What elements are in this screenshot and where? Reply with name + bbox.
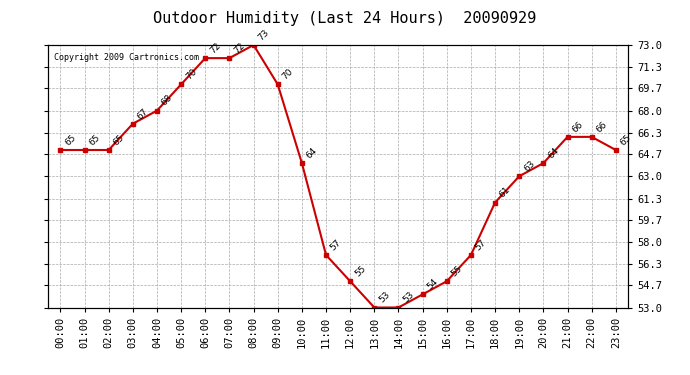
Text: Copyright 2009 Cartronics.com: Copyright 2009 Cartronics.com	[54, 53, 199, 62]
Text: 65: 65	[88, 133, 102, 147]
Text: 72: 72	[208, 41, 222, 56]
Text: 54: 54	[426, 277, 440, 292]
Text: 53: 53	[377, 290, 392, 305]
Text: 64: 64	[546, 146, 560, 160]
Text: 67: 67	[136, 106, 150, 121]
Text: 73: 73	[257, 28, 271, 42]
Text: 70: 70	[281, 67, 295, 82]
Text: 65: 65	[619, 133, 633, 147]
Text: 55: 55	[353, 264, 368, 279]
Text: 65: 65	[63, 133, 78, 147]
Text: Outdoor Humidity (Last 24 Hours)  20090929: Outdoor Humidity (Last 24 Hours) 2009092…	[153, 11, 537, 26]
Text: 57: 57	[329, 238, 344, 252]
Text: 57: 57	[474, 238, 489, 252]
Text: 64: 64	[305, 146, 319, 160]
Text: 72: 72	[233, 41, 246, 56]
Text: 70: 70	[184, 67, 199, 82]
Text: 63: 63	[522, 159, 537, 174]
Text: 65: 65	[112, 133, 126, 147]
Text: 66: 66	[571, 120, 585, 134]
Text: 68: 68	[160, 93, 175, 108]
Text: 61: 61	[498, 185, 513, 200]
Text: 55: 55	[450, 264, 464, 279]
Text: 66: 66	[595, 120, 609, 134]
Text: 53: 53	[402, 290, 416, 305]
